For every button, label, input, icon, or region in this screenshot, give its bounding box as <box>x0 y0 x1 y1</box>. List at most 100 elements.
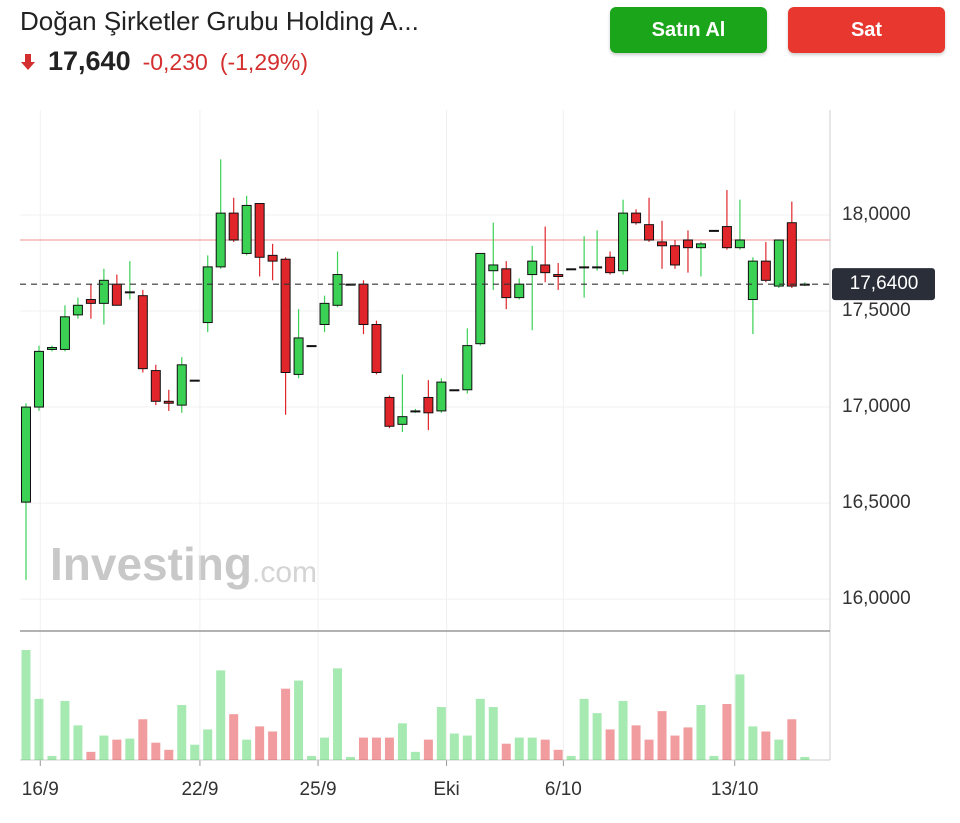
candle-body <box>215 212 226 268</box>
buy-button[interactable]: Satın Al <box>610 7 767 53</box>
x-tick-label: Eki <box>433 779 459 800</box>
volume-bar <box>670 735 680 760</box>
price: 17,640 <box>48 46 131 76</box>
volume-bar <box>151 742 161 760</box>
sell-button[interactable]: Sat <box>788 7 945 53</box>
candle-body <box>540 264 551 274</box>
volume-bar <box>255 726 265 760</box>
candle-body <box>449 389 460 392</box>
candle-body <box>59 316 70 350</box>
down-arrow <box>21 53 35 70</box>
volume-bar <box>657 711 667 760</box>
y-tick-label: 17,0000 <box>842 396 911 417</box>
volume-bar <box>21 650 31 760</box>
volume-bar <box>268 731 278 760</box>
x-tick-label: 25/9 <box>300 779 337 800</box>
candle-body <box>618 212 629 272</box>
candle-body <box>358 283 369 325</box>
volume-bar <box>579 698 589 760</box>
volume-bar <box>333 668 343 760</box>
candle-body <box>631 212 642 224</box>
volume-bar <box>164 749 174 760</box>
candle-body <box>98 279 109 304</box>
volume-bar <box>631 725 641 760</box>
volume-bar <box>761 731 771 760</box>
candle-body <box>21 406 31 503</box>
volume-bar <box>190 744 200 760</box>
candle-body <box>72 304 83 316</box>
volume-bar <box>644 739 654 760</box>
volume-bar <box>371 737 381 760</box>
candle-body <box>241 204 252 254</box>
candle-body <box>553 274 564 277</box>
volume-bar <box>527 737 537 760</box>
candle-body <box>267 254 278 262</box>
volume-bar <box>566 755 576 760</box>
y-tick-label: 18,0000 <box>842 204 911 225</box>
candle-body <box>760 260 771 281</box>
volume-bar <box>553 749 563 760</box>
volume-bar <box>229 714 239 760</box>
volume-bar <box>423 739 433 760</box>
volume-bar <box>177 705 187 760</box>
candle-body <box>670 245 680 266</box>
volume-bar <box>307 755 317 760</box>
candle-body <box>293 337 304 375</box>
volume-bar <box>216 670 226 760</box>
candle-body <box>332 274 343 306</box>
candle-body <box>721 226 732 249</box>
volume-bar <box>203 729 213 760</box>
change: -0,230 <box>142 49 208 75</box>
candle-body <box>371 323 382 373</box>
volume-bar <box>112 739 122 760</box>
candle-body <box>111 283 122 306</box>
volume-bar <box>540 739 550 760</box>
candle-body <box>644 224 655 241</box>
volume-bar <box>800 756 810 760</box>
volume-bar <box>281 688 291 760</box>
candle-body <box>501 268 512 299</box>
candle-body <box>423 396 434 414</box>
candle-body <box>695 243 706 249</box>
candle-body <box>384 396 395 427</box>
volume-bar <box>488 707 498 760</box>
volume-bar <box>618 700 628 760</box>
candle-body <box>436 381 447 412</box>
candle-body <box>657 241 668 247</box>
candle-body <box>592 266 603 269</box>
volume-bar <box>86 751 96 760</box>
candle-body <box>734 239 745 249</box>
volume-bar <box>138 719 148 760</box>
candle-body <box>202 266 213 324</box>
candle-body <box>319 302 330 325</box>
candle-body <box>176 364 187 406</box>
volume-bar <box>475 698 485 760</box>
volume-bar <box>722 703 732 760</box>
volume-bar <box>397 723 407 760</box>
candle-body <box>163 400 174 404</box>
volume-bar <box>410 751 420 760</box>
candle-body <box>786 222 797 287</box>
candle-body <box>488 264 499 272</box>
x-tick-label: 6/10 <box>545 779 582 800</box>
last-price-label: 17,6400 <box>850 273 919 294</box>
watermark-brand: Investing <box>50 538 252 590</box>
x-tick-label: 13/10 <box>711 779 759 800</box>
candle-body <box>280 258 291 373</box>
volume-bar <box>242 739 252 760</box>
volume-bar <box>748 726 758 760</box>
grid <box>20 110 830 760</box>
volume-bar <box>34 698 44 760</box>
last-price-box <box>832 268 935 301</box>
candle-body <box>475 252 486 345</box>
volume-bar <box>501 743 511 760</box>
candle-body <box>605 256 616 274</box>
candle-body <box>747 260 758 301</box>
x-tick-label: 22/9 <box>181 779 218 800</box>
volume-bar <box>358 737 368 760</box>
volume-bar <box>592 713 602 760</box>
volume-bar <box>47 755 57 760</box>
candle-body <box>410 410 421 413</box>
volume-bar <box>735 674 745 760</box>
